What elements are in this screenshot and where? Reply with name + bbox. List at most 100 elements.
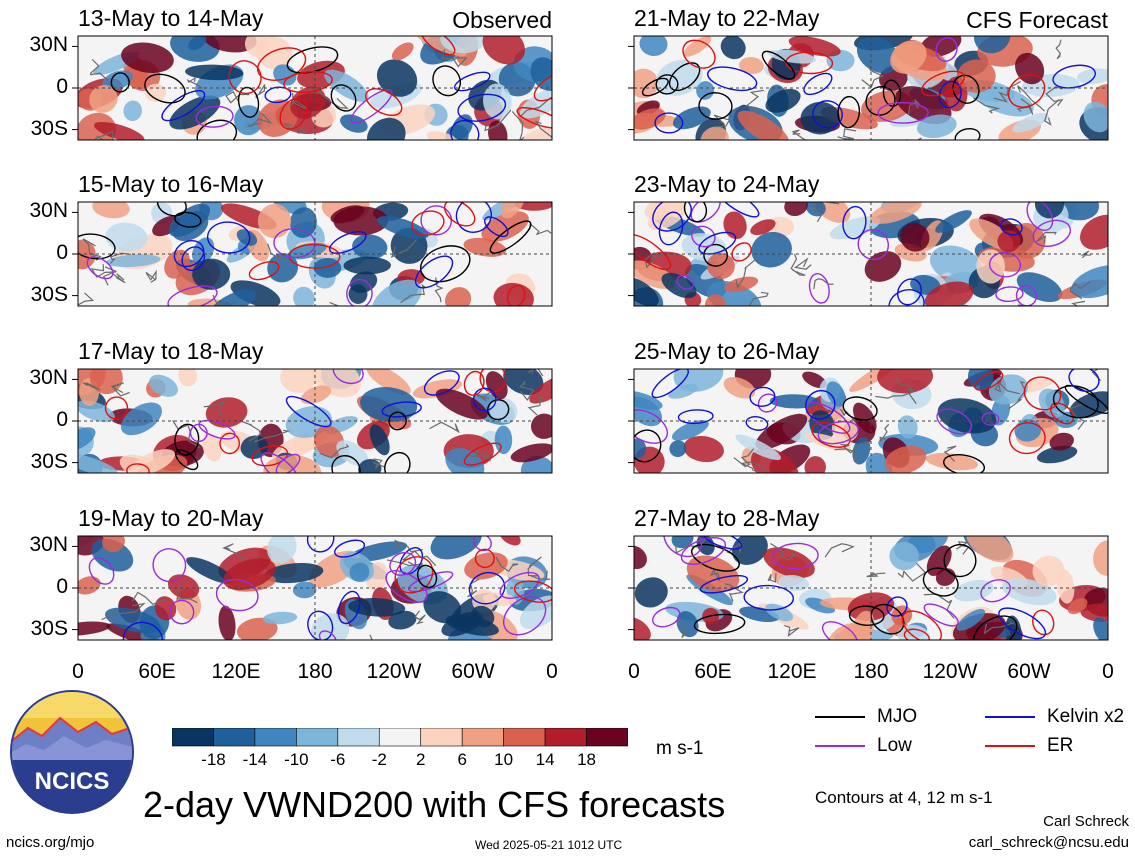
- lon-tick-label: 180: [853, 660, 889, 683]
- colorbar-label: 14: [535, 750, 555, 769]
- wave-contour: [663, 536, 702, 558]
- wave-contour: [1015, 285, 1038, 306]
- anomaly-blob: [202, 433, 222, 462]
- footer-email: carl_schreck@ncsu.edu: [968, 834, 1129, 851]
- anomaly-blob: [937, 398, 997, 434]
- anomaly-blob: [707, 281, 762, 306]
- coastline: [527, 556, 542, 577]
- wave-contour: [484, 216, 509, 238]
- colorbar-swatch: [296, 728, 339, 747]
- colorbar-swatch: [503, 728, 546, 747]
- wave-contour: [328, 230, 367, 254]
- colorbar-swatch: [337, 728, 380, 747]
- coastline: [1017, 304, 1026, 306]
- coastline: [212, 294, 221, 306]
- wave-contour: [936, 408, 973, 435]
- anomaly-blob: [750, 447, 800, 473]
- wave-contour: [1007, 74, 1046, 108]
- anomaly-blob: [430, 536, 482, 560]
- map-panel: [628, 35, 1109, 141]
- anomaly-blob: [1016, 272, 1063, 303]
- coastline: [1017, 85, 1045, 112]
- lat-tick-label: 0: [56, 75, 68, 98]
- coastline: [394, 539, 423, 553]
- anomaly-blob: [828, 622, 872, 640]
- colorbar-label: 18: [577, 750, 596, 769]
- coastline: [790, 253, 806, 276]
- anomaly-blob: [956, 59, 996, 93]
- lon-tick-label: 0: [546, 660, 558, 683]
- coastline: [290, 92, 309, 109]
- anomaly-blob: [671, 420, 709, 441]
- coastline: [894, 376, 917, 404]
- coastline: [1068, 402, 1086, 430]
- wave-contour: [698, 92, 733, 120]
- anomaly-blob: [877, 369, 933, 394]
- coastline: [1055, 39, 1062, 60]
- coastline: [467, 578, 480, 598]
- wave-contour: [432, 65, 462, 97]
- coastline: [770, 542, 796, 561]
- wave-contour: [174, 211, 202, 228]
- wave-contour: [110, 72, 130, 93]
- legend-label: ER: [1047, 735, 1074, 756]
- coastline: [511, 110, 525, 140]
- wave-contour: [152, 548, 187, 583]
- wave-contour: [683, 202, 708, 223]
- anomaly-blob: [121, 42, 174, 73]
- wave-contour: [78, 233, 116, 260]
- wave-contour: [122, 621, 163, 640]
- wave-contour: [248, 261, 280, 281]
- colorbar-label: -18: [201, 750, 226, 769]
- coastline: [956, 541, 970, 555]
- colorbar-swatch: [461, 728, 504, 747]
- anomaly-blob: [856, 36, 900, 74]
- wave-contour: [506, 284, 526, 306]
- wave-contour: [472, 387, 497, 412]
- anomaly-blob: [644, 202, 686, 220]
- anomaly-blob: [192, 258, 231, 290]
- map-panel: [628, 368, 1109, 474]
- lon-tick-label: 60W: [1007, 660, 1051, 683]
- anomaly-blob: [336, 440, 369, 466]
- wave-contour: [691, 543, 740, 572]
- anomaly-blob: [519, 595, 552, 630]
- anomaly-blob: [343, 256, 391, 275]
- wave-contour: [973, 615, 1018, 640]
- colorbar-label: 2: [415, 750, 426, 769]
- wave-contour: [921, 70, 966, 97]
- wave-contour: [88, 557, 115, 585]
- wave-contour: [237, 86, 260, 118]
- wave-contour: [332, 369, 364, 385]
- wave-contour: [388, 411, 407, 431]
- wave-contour: [86, 256, 114, 280]
- coastline: [943, 445, 957, 462]
- wave-contour: [256, 47, 307, 81]
- lon-tick-label: 180: [297, 660, 333, 683]
- coastline: [811, 202, 840, 222]
- anomaly-blob: [1083, 101, 1108, 133]
- legend-label: MJO: [877, 706, 918, 727]
- panel-title: 15-May to 16-May: [78, 171, 264, 197]
- wave-contour: [443, 202, 476, 227]
- panel-tag: CFS Forecast: [966, 7, 1108, 33]
- wave-contour: [922, 567, 959, 597]
- lat-tick-label: 0: [56, 408, 68, 431]
- anomaly-blob: [290, 86, 326, 119]
- panel-title: 25-May to 26-May: [634, 338, 820, 364]
- coastline: [429, 421, 460, 433]
- wave-contour: [652, 606, 681, 628]
- anomaly-blob: [289, 207, 317, 238]
- anomaly-blob: [639, 36, 668, 57]
- anomaly-blob: [470, 605, 495, 628]
- wave-contour: [812, 100, 843, 129]
- anomaly-blob: [671, 536, 694, 549]
- coastline: [390, 239, 417, 259]
- wave-contour: [634, 409, 669, 444]
- coastline: [109, 252, 131, 264]
- wave-contour: [808, 273, 830, 304]
- anomaly-blob: [1034, 202, 1065, 219]
- wave-contour: [474, 548, 495, 569]
- wave-contour: [811, 422, 851, 448]
- coastline: [972, 97, 1001, 114]
